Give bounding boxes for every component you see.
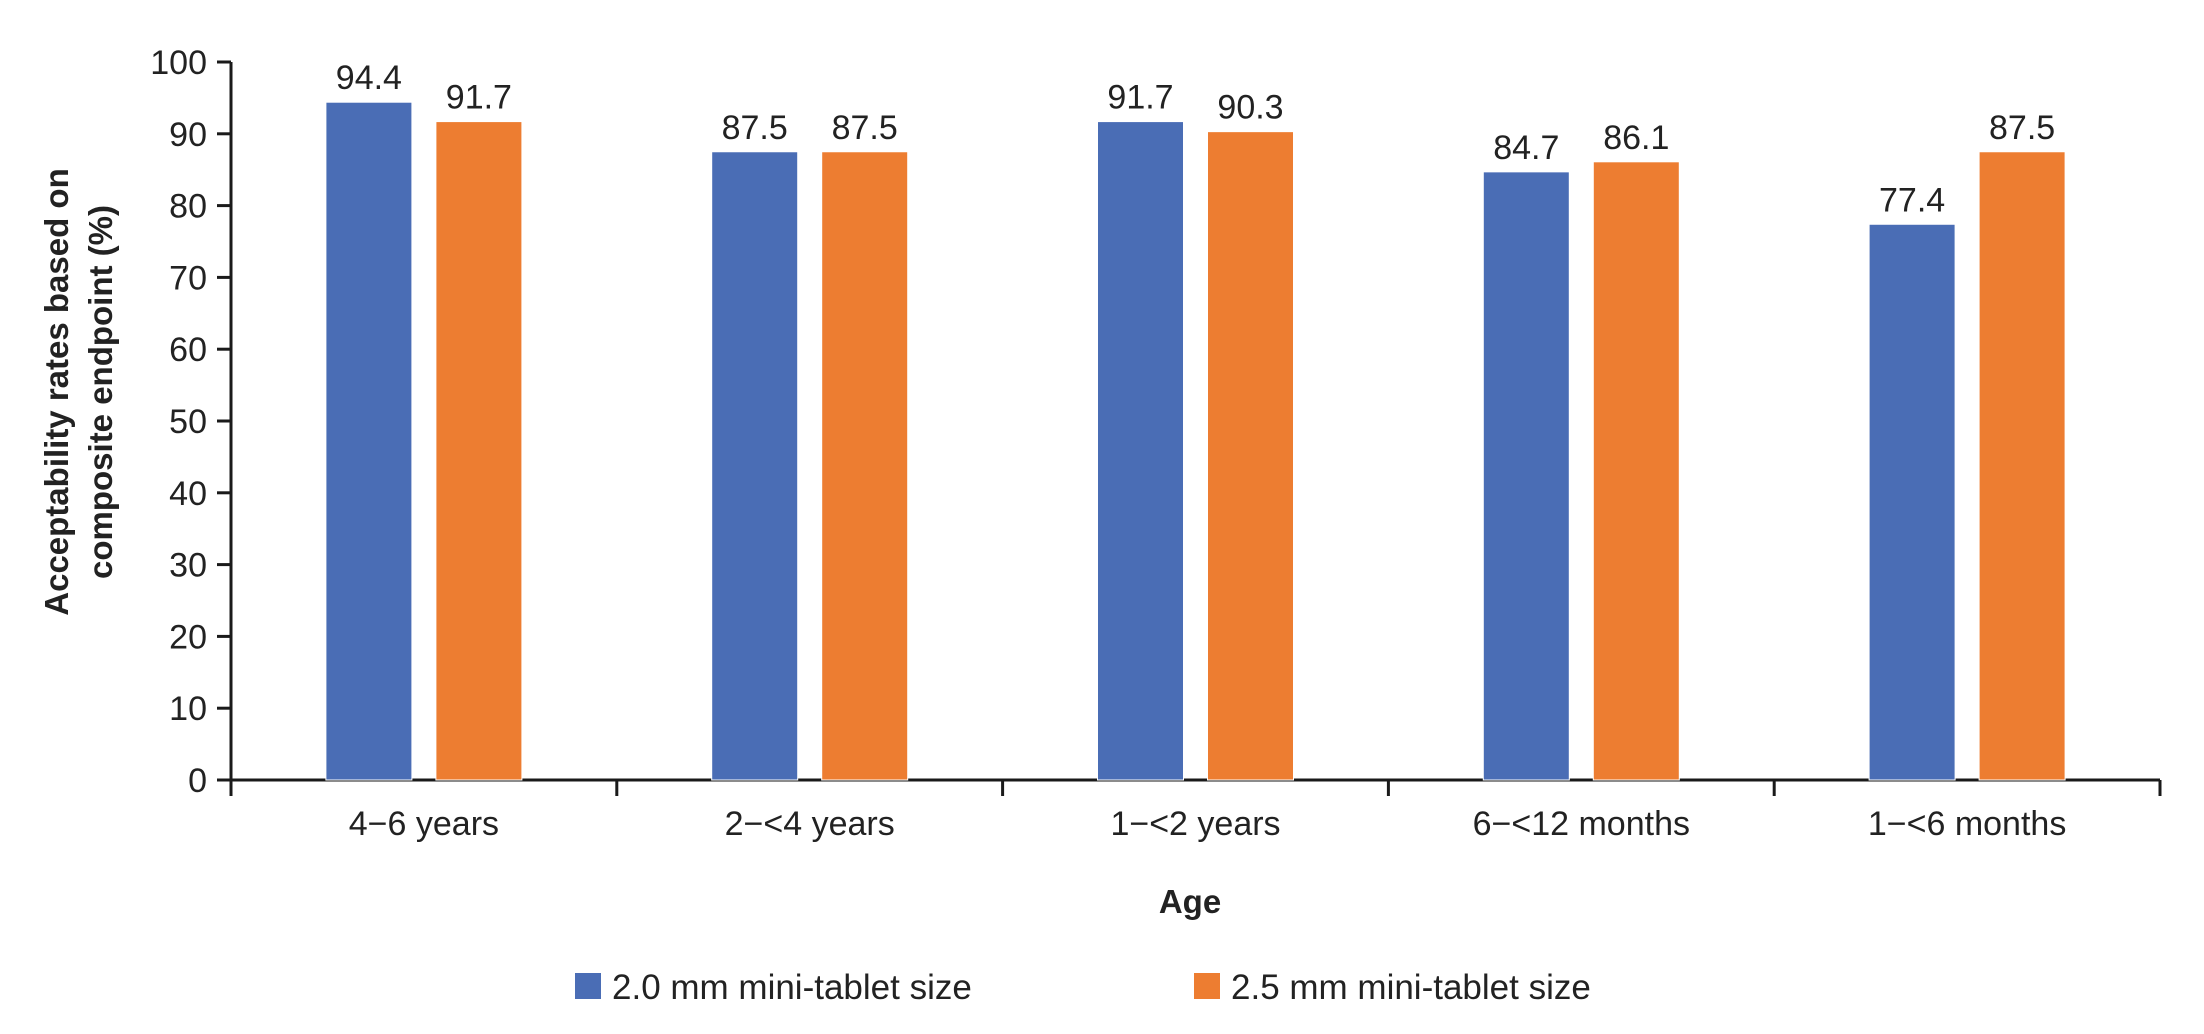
bar-value-label: 86.1 [1603, 119, 1669, 157]
bar-series-1 [1097, 121, 1184, 781]
x-axis-ticks [229, 780, 2162, 796]
bar-value-label: 77.4 [1879, 181, 1945, 219]
x-tick-label: 2−<4 years [725, 805, 895, 843]
bar-value-label: 90.3 [1217, 89, 1283, 127]
bars: 94.4 91.7 87.5 87.5 91.7 90.3 84.7 86.1 77.4 87.5 [325, 59, 2066, 781]
legend-swatch-series-1 [575, 973, 601, 999]
y-tick-label: 30 [169, 547, 207, 585]
bar-series-2 [1592, 161, 1680, 781]
y-axis-title: Acceptability rates based on composite e… [38, 168, 119, 615]
legend-label-series-2: 2.5 mm mini-tablet size [1231, 968, 1591, 1007]
legend: 2.0 mm mini-tablet size 2.5 mm mini-tabl… [575, 968, 1591, 1007]
y-tick-label: 0 [188, 762, 207, 800]
y-axis-title-line-2: composite endpoint (%) [82, 205, 119, 579]
x-tick-label: 1−<2 years [1110, 805, 1280, 843]
x-axis-title: Age [1159, 883, 1221, 920]
bar-series-1 [325, 101, 413, 781]
y-tick-label: 90 [169, 116, 207, 154]
y-tick-label: 70 [169, 259, 207, 297]
y-tick-label: 20 [169, 618, 207, 656]
y-tick-label: 100 [150, 44, 207, 82]
x-tick-label: 1−<6 months [1868, 805, 2066, 843]
x-tick-labels: 4−6 years 2−<4 years 1−<2 years 6−<12 month… [349, 805, 2067, 843]
bar-series-1 [1868, 223, 1956, 781]
bar-series-2 [1207, 131, 1294, 781]
legend-swatch-series-2 [1194, 973, 1220, 999]
bar-series-1 [1482, 171, 1570, 781]
bar-series-2 [1978, 151, 2066, 781]
bar-value-label: 91.7 [446, 79, 512, 117]
bar-series-2 [435, 121, 523, 781]
y-axis-ticks: 0 10 20 30 40 50 60 70 80 90 100 [150, 44, 231, 800]
y-tick-label: 60 [169, 331, 207, 369]
bar-value-label: 84.7 [1493, 129, 1559, 167]
y-tick-label: 40 [169, 475, 207, 513]
bar-value-label: 91.7 [1107, 79, 1173, 117]
y-tick-label: 50 [169, 403, 207, 441]
bar-value-label: 94.4 [336, 59, 402, 97]
bar-series-1 [711, 151, 799, 781]
y-axis-title-line-1: Acceptability rates based on [38, 168, 75, 615]
y-tick-label: 10 [169, 690, 207, 728]
bar-value-label: 87.5 [832, 109, 898, 147]
x-tick-label: 4−6 years [349, 805, 499, 843]
bar-value-label: 87.5 [722, 109, 788, 147]
y-tick-label: 80 [169, 188, 207, 226]
x-tick-label: 6−<12 months [1473, 805, 1690, 843]
legend-label-series-1: 2.0 mm mini-tablet size [612, 968, 972, 1007]
bar-value-label: 87.5 [1989, 109, 2055, 147]
bar-series-2 [821, 151, 909, 781]
